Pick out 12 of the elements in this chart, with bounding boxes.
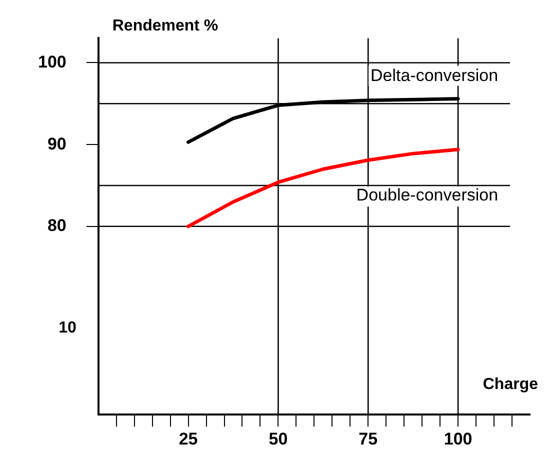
y-tick-label: 80	[47, 216, 66, 236]
series-label: Delta-conversion	[370, 66, 498, 85]
series-label: Double-conversion	[356, 186, 498, 205]
x-axis-title: Charge	[482, 376, 538, 394]
x-tick-label: 25	[178, 429, 198, 448]
y-tick-label: 100	[38, 52, 66, 72]
y-tick-label: 90	[47, 134, 66, 154]
x-tick-label: 75	[358, 429, 378, 448]
x-tick-label: 50	[268, 429, 288, 448]
y-axis-title: Rendement %	[112, 18, 218, 35]
text: 10	[58, 319, 76, 336]
x-tick-label: 100	[444, 429, 472, 448]
